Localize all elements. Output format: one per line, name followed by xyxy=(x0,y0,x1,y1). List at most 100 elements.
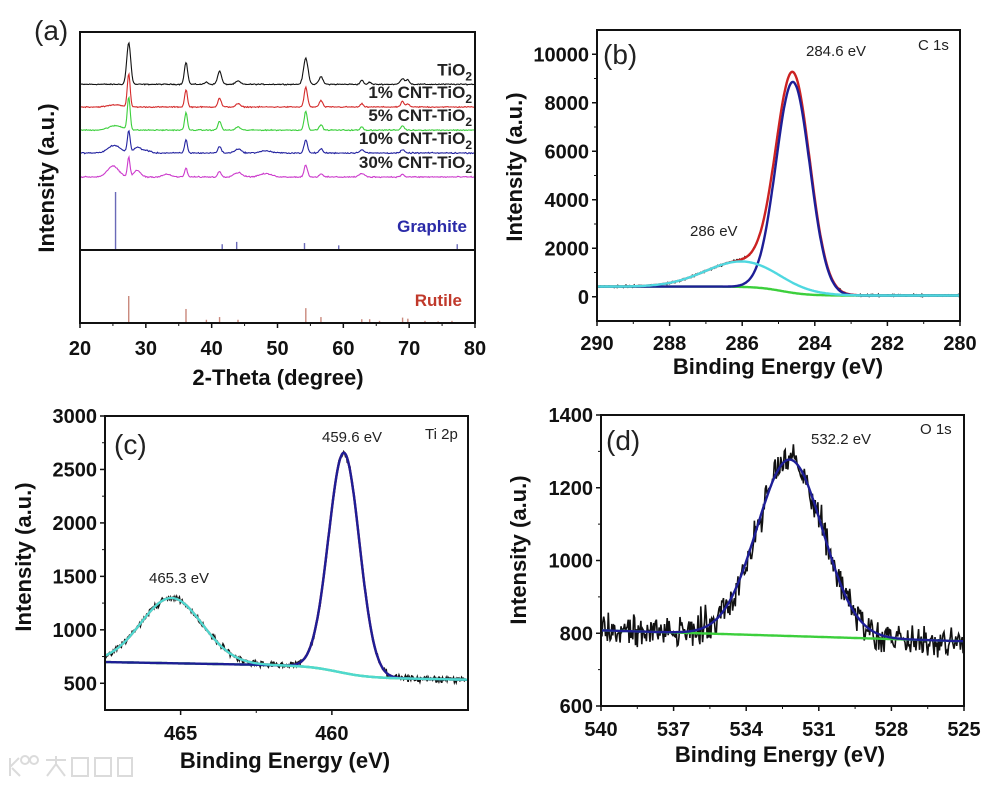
x-tick-label: 280 xyxy=(943,333,976,355)
x-tick-label: 70 xyxy=(398,338,420,360)
x-tick-label: 290 xyxy=(580,333,613,355)
panel-title-d: O 1s xyxy=(920,421,952,438)
subscript: 2 xyxy=(465,69,472,83)
annotation-284-6: 284.6 eV xyxy=(806,43,866,60)
fit-peak-286 xyxy=(597,260,960,297)
reference-label-rutile: Rutile xyxy=(415,291,462,310)
x-tick-label: 537 xyxy=(657,719,690,741)
x-axis-title-a: 2-Theta (degree) xyxy=(192,365,363,390)
x-tick-label: 30 xyxy=(135,338,157,360)
x-axis-title-c: Binding Energy (eV) xyxy=(180,748,390,773)
panel-label-c: (c) xyxy=(114,429,147,460)
x-tick-label: 60 xyxy=(332,338,354,360)
panel-label-a: (a) xyxy=(34,15,68,46)
background-line xyxy=(597,285,960,297)
x-tick-label: 286 xyxy=(726,333,759,355)
x-axis-title-d: Binding Energy (eV) xyxy=(675,742,885,767)
annotation-286: 286 eV xyxy=(690,223,738,240)
x-tick-label: 20 xyxy=(69,338,91,360)
o1s-plot-area: 540 537 534 531 528 525 600 800 1000 1200 1400 xyxy=(549,405,981,741)
xrd-series-4 xyxy=(79,154,475,179)
panel-label-d: (d) xyxy=(606,425,640,456)
raw-spectrum xyxy=(104,449,469,686)
panel-title-c: Ti 2p xyxy=(425,426,458,443)
panel-label-b: (b) xyxy=(603,39,637,70)
x-tick-label: 465 xyxy=(164,723,197,745)
x-axis-title-b: Binding Energy (eV) xyxy=(673,354,883,379)
xrd-series-0 xyxy=(79,41,475,86)
x-tick-label: 460 xyxy=(315,723,348,745)
xrd-legend-label-3: 10% CNT-TiO2 xyxy=(359,129,472,152)
annotation-532-2: 532.2 eV xyxy=(811,431,871,448)
x-tick-label: 284 xyxy=(798,333,832,355)
y-axis-title-c: Intensity (a.u.) xyxy=(11,482,36,631)
x-tick-label: 50 xyxy=(266,338,288,360)
y-tick-label: 1000 xyxy=(549,551,594,573)
plot-frame xyxy=(79,31,476,324)
fit-peak-459-6 xyxy=(105,451,468,681)
y-tick-label: 800 xyxy=(560,623,593,645)
x-tick-label: 528 xyxy=(875,719,908,741)
xrd-series-2 xyxy=(79,95,475,132)
y-axis-title-d: Intensity (a.u.) xyxy=(506,475,531,624)
annotation-465-3: 465.3 eV xyxy=(149,570,209,587)
y-tick-label: 3000 xyxy=(53,406,98,428)
fit-envelope xyxy=(104,451,468,681)
raw-spectrum xyxy=(596,70,961,299)
y-tick-label: 8000 xyxy=(545,93,590,115)
y-tick-label: 4000 xyxy=(545,190,590,212)
watermark-logo xyxy=(9,755,133,777)
x-tick-label: 40 xyxy=(201,338,223,360)
y-tick-label: 1500 xyxy=(53,566,98,588)
y-tick-label: 2500 xyxy=(53,459,98,481)
subscript: 2 xyxy=(465,162,472,176)
y-tick-label: 10000 xyxy=(533,44,589,66)
y-tick-label: 1000 xyxy=(53,620,98,642)
panel-d-o1s: 540 537 534 531 528 525 600 800 1000 1200 1400 (d)… xyxy=(506,405,981,767)
x-tick-label: 531 xyxy=(802,719,835,741)
y-axis-title-a: Intensity (a.u.) xyxy=(34,103,59,252)
xrd-legend-label-2: 5% CNT-TiO2 xyxy=(368,106,472,129)
plot-frame xyxy=(104,415,469,711)
x-tick-label: 534 xyxy=(730,719,764,741)
c1s-plot-area: 290 288 286 284 282 280 0 2000 4000 6000 8000 10000 xyxy=(533,29,977,355)
y-tick-label: 2000 xyxy=(53,513,98,535)
fit-peak-532-2 xyxy=(600,458,965,643)
y-tick-label: 500 xyxy=(64,673,97,695)
xrd-series-3 xyxy=(79,129,475,155)
y-tick-label: 6000 xyxy=(545,141,590,163)
fit-peak-284-6 xyxy=(597,80,960,297)
y-axis-title-b: Intensity (a.u.) xyxy=(502,92,527,241)
x-tick-label: 282 xyxy=(871,333,904,355)
y-tick-label: 600 xyxy=(560,696,593,718)
subscript: 2 xyxy=(465,138,472,152)
xrd-legend-label-4: 30% CNT-TiO2 xyxy=(359,153,472,176)
y-tick-label: 2000 xyxy=(545,238,590,260)
x-tick-label: 288 xyxy=(653,333,686,355)
y-tick-label: 0 xyxy=(578,287,589,309)
x-tick-label: 525 xyxy=(947,719,980,741)
panel-title-b: C 1s xyxy=(918,37,949,54)
plot-frame xyxy=(596,29,961,322)
panel-b-c1s: 290 288 286 284 282 280 0 2000 4000 6000 8000 10000… xyxy=(502,29,977,379)
xrd-series-1 xyxy=(79,71,475,109)
raw-spectrum xyxy=(600,444,965,658)
plot-frame xyxy=(600,414,965,707)
reference-label-graphite: Graphite xyxy=(397,217,467,236)
ti2p-plot-area: 465 460 500 1000 1500 2000 2500 3000 xyxy=(53,406,469,745)
subscript: 2 xyxy=(465,115,472,129)
xrd-legend-label-1: 1% CNT-TiO2 xyxy=(368,83,472,106)
y-tick-label: 1200 xyxy=(549,478,594,500)
annotation-459-6: 459.6 eV xyxy=(322,429,382,446)
x-tick-label: 540 xyxy=(584,719,617,741)
subscript: 2 xyxy=(465,92,472,106)
x-tick-label: 80 xyxy=(464,338,486,360)
fit-envelope xyxy=(597,70,960,297)
fit-peak-465-3 xyxy=(104,596,468,681)
xrd-legend-label-0: TiO2 xyxy=(437,60,472,83)
y-tick-label: 1400 xyxy=(549,405,594,427)
